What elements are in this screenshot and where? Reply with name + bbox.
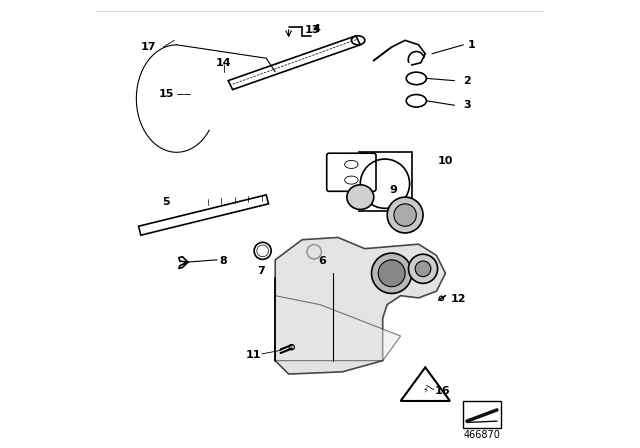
Ellipse shape xyxy=(394,204,417,226)
Text: 7: 7 xyxy=(257,266,265,276)
Text: 14: 14 xyxy=(216,58,232,68)
Text: 3: 3 xyxy=(463,100,471,110)
Text: 11: 11 xyxy=(245,350,261,360)
Ellipse shape xyxy=(408,254,438,284)
Ellipse shape xyxy=(347,185,374,209)
Text: 6: 6 xyxy=(317,256,326,266)
Ellipse shape xyxy=(371,253,412,293)
FancyBboxPatch shape xyxy=(463,401,502,428)
Ellipse shape xyxy=(289,345,294,350)
Text: 10: 10 xyxy=(437,156,452,166)
Polygon shape xyxy=(275,237,445,374)
Text: 9: 9 xyxy=(389,185,397,194)
Text: 16: 16 xyxy=(435,386,451,396)
Text: 12: 12 xyxy=(451,294,467,304)
Text: 466870: 466870 xyxy=(464,430,500,439)
Text: 15: 15 xyxy=(159,89,174,99)
Text: 17: 17 xyxy=(141,42,157,52)
Ellipse shape xyxy=(387,197,423,233)
Text: ⚡: ⚡ xyxy=(422,385,428,394)
Text: 5: 5 xyxy=(163,198,170,207)
Text: 8: 8 xyxy=(220,256,227,266)
Ellipse shape xyxy=(415,261,431,276)
Text: 4: 4 xyxy=(313,24,321,34)
Text: 1: 1 xyxy=(468,40,476,50)
Text: 13: 13 xyxy=(305,25,320,35)
Polygon shape xyxy=(401,367,450,401)
Ellipse shape xyxy=(378,260,405,287)
Ellipse shape xyxy=(439,296,444,301)
Text: 2: 2 xyxy=(463,76,471,86)
Polygon shape xyxy=(275,296,401,361)
